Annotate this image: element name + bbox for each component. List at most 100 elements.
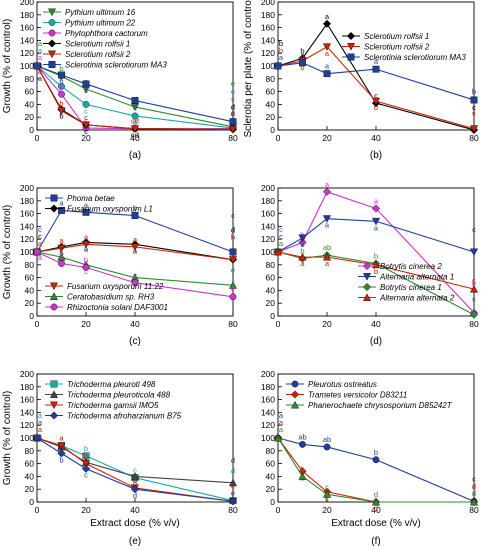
legend-marker [48, 61, 56, 68]
significance-letter: a [279, 411, 284, 420]
data-point [58, 71, 65, 79]
legend-label: Rhizoctonia solani DAF3001 [67, 303, 168, 312]
significance-letter: a [38, 432, 43, 441]
data-point [322, 43, 332, 51]
data-point [130, 243, 140, 252]
legend-label: Botrytis cinerea 1 [380, 283, 442, 292]
chart-panel: 0 20 40 60 80 100 120 140 160 180 200 0 20 40 80 Growth… [2, 369, 238, 547]
x-tick-label: 20 [81, 319, 91, 329]
x-tick-label: 20 [322, 319, 332, 329]
legend-label: Trametes versicolor D83211 [308, 391, 407, 400]
y-tick-label: 40 [25, 285, 35, 295]
data-point [228, 256, 238, 264]
significance-letter: e [472, 279, 476, 288]
y-tick-label: 60 [25, 459, 35, 469]
data-point [322, 252, 332, 261]
y-tick-label: 140 [20, 35, 34, 45]
data-point [298, 234, 307, 243]
data-point [58, 260, 65, 267]
y-tick-label: 40 [266, 99, 276, 109]
y-tick-label: 120 [261, 234, 275, 244]
chart-panel: 0 20 40 60 80 100 120 140 160 180 200 0 20 40 80 Growth… [2, 183, 238, 347]
data-point [33, 62, 41, 70]
legend-marker [50, 194, 58, 202]
data-point [229, 248, 237, 256]
y-tick-label: 120 [261, 420, 275, 430]
significance-letter: c [374, 91, 378, 100]
y-tick-label: 140 [261, 35, 275, 45]
y-tick-label: 20 [266, 112, 276, 122]
chart-panel: 0 20 40 60 80 100 120 140 160 180 200 0 20 40 80 Growth… [2, 0, 238, 161]
significance-letter: a [325, 12, 330, 21]
data-point [371, 217, 381, 226]
legend-marker [49, 390, 59, 398]
x-tick-label: 40 [371, 133, 381, 143]
legend-label: Trichoderma pleuroticola 488 [67, 391, 171, 400]
chart-panel: 0 20 40 60 80 100 120 140 160 180 200 0 20 40 80 Sclero… [243, 0, 479, 161]
legend-label: Phoma betae [67, 194, 115, 203]
legend-marker [49, 292, 59, 300]
significance-letter: ab [298, 432, 306, 441]
significance-letter: a [38, 53, 43, 62]
data-point [57, 107, 66, 115]
x-tick-label: 80 [228, 133, 238, 143]
significance-letter: b [84, 444, 88, 453]
legend-marker [50, 303, 58, 311]
data-point [228, 281, 238, 289]
significance-letter: b [279, 46, 283, 55]
significance-letter: c [472, 103, 476, 112]
data-point [81, 121, 91, 130]
data-point [82, 80, 90, 88]
legend-marker [290, 390, 300, 399]
x-tick-label: 0 [35, 319, 40, 329]
data-series: bb a c c [273, 12, 479, 135]
significance-letter: b [59, 252, 63, 261]
legend-label: Sclerotium rolfsii 1 [364, 32, 429, 41]
significance-letter: d [231, 467, 235, 476]
significance-letter: b [279, 39, 283, 48]
significance-letter: a [279, 425, 284, 434]
y-tick-label: 160 [261, 23, 275, 33]
y-tick-label: 80 [25, 260, 35, 270]
data-point [130, 485, 140, 494]
legend-label: Alternaria alternata 1 [379, 273, 454, 282]
y-tick-label: 120 [20, 420, 34, 430]
x-tick-label: 0 [276, 319, 281, 329]
significance-letter: c [325, 482, 329, 491]
significance-letter: b [231, 233, 235, 242]
y-tick-label: 140 [261, 221, 275, 231]
data-point [469, 284, 479, 293]
y-tick-label: 120 [20, 48, 34, 58]
x-tick-label: 80 [228, 319, 238, 329]
data-point [131, 279, 139, 287]
significance-letter: e [231, 481, 235, 490]
significance-letter: a [325, 180, 330, 189]
data-point [469, 248, 479, 257]
y-tick-label: 100 [20, 247, 34, 257]
data-point [298, 472, 307, 480]
significance-letter: a [59, 434, 64, 443]
legend: Trichoderma pleuroti 498 Trichoderma pleu… [45, 380, 182, 421]
legend-label: Trichoderma pleuroti 498 [67, 380, 156, 389]
significance-letter: a [300, 51, 305, 60]
significance-letter: a [59, 236, 64, 245]
legend-label: Fusarium oxysporum 11.22 [67, 282, 164, 291]
significance-letter: c [472, 474, 476, 483]
significance-letter: d [231, 456, 235, 465]
significance-letter: a [84, 244, 89, 253]
data-point [81, 464, 91, 473]
significance-letter: c [84, 106, 88, 115]
y-tick-label: 0 [270, 311, 275, 321]
legend-label: Fusarium oxysporum L1 [67, 205, 153, 214]
legend-label: Ceratobasidium sp. RH3 [67, 293, 155, 302]
significance-letter: a [374, 57, 379, 66]
legend-marker [291, 380, 299, 388]
significance-letter: c [84, 471, 88, 480]
y-tick-label: 40 [25, 471, 35, 481]
y-tick-label: 60 [25, 273, 35, 283]
y-tick-label: 180 [261, 196, 275, 206]
x-tick-label: 80 [469, 133, 479, 143]
data-point [299, 59, 306, 67]
